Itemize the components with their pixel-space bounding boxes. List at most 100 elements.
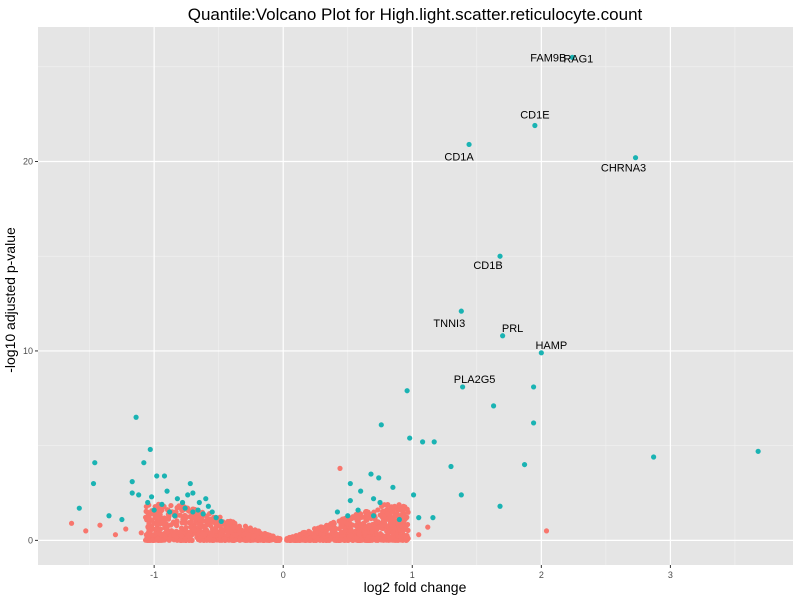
not-significant-point [164, 529, 170, 535]
not-significant-point [405, 535, 411, 542]
not-significant-point [178, 525, 185, 531]
not-significant-point [151, 520, 157, 526]
significant-point [376, 475, 382, 481]
significant-point [106, 513, 112, 519]
not-significant-point [112, 532, 119, 538]
significant-point [200, 511, 206, 517]
significant-point [154, 473, 160, 479]
not-significant-point [178, 533, 185, 539]
not-significant-point [232, 537, 238, 543]
x-tick-label: -1 [150, 570, 158, 580]
not-significant-point [168, 522, 174, 528]
significant-point [530, 420, 537, 426]
gene-label: RAG1 [563, 53, 593, 65]
not-significant-point [191, 515, 197, 521]
not-significant-point [171, 532, 177, 539]
not-significant-point [232, 532, 238, 538]
significant-point [431, 439, 437, 445]
not-significant-point [327, 536, 333, 543]
not-significant-point [356, 531, 362, 537]
not-significant-point [425, 524, 431, 530]
significant-point [347, 480, 353, 487]
significant-point [347, 497, 353, 504]
not-significant-point [180, 516, 186, 522]
not-significant-point [358, 537, 364, 543]
labeled-point [458, 308, 464, 314]
not-significant-point [255, 534, 261, 541]
significant-point [490, 403, 497, 409]
not-significant-point [338, 518, 344, 524]
not-significant-point [331, 537, 338, 543]
not-significant-point [242, 523, 249, 529]
not-significant-point [362, 530, 368, 536]
not-significant-point [350, 515, 356, 521]
not-significant-point [362, 525, 368, 531]
chart-title: Quantile:Volcano Plot for High.light.sca… [188, 5, 643, 24]
significant-point [145, 499, 151, 506]
y-tick-label: 20 [23, 157, 33, 167]
not-significant-point [375, 507, 381, 513]
labeled-point [632, 155, 639, 161]
significant-point [218, 518, 224, 525]
not-significant-point [145, 536, 151, 543]
y-tick-label: 10 [23, 346, 33, 356]
significant-point [129, 479, 135, 485]
not-significant-point [355, 525, 361, 531]
not-significant-point [190, 526, 197, 533]
not-significant-point [220, 526, 226, 533]
not-significant-point [348, 528, 354, 534]
significant-point [92, 460, 98, 466]
not-significant-point [83, 528, 89, 534]
not-significant-point [354, 535, 360, 541]
significant-point [182, 505, 188, 511]
not-significant-point [543, 528, 550, 534]
not-significant-point [123, 526, 129, 532]
significant-point [345, 513, 351, 519]
significant-point [90, 480, 97, 487]
significant-point [174, 496, 180, 502]
not-significant-point [211, 537, 217, 543]
not-significant-point [203, 522, 209, 529]
not-significant-point [164, 524, 170, 530]
not-significant-point [398, 523, 404, 529]
not-significant-point [338, 537, 344, 543]
labeled-point [532, 122, 538, 129]
not-significant-point [196, 512, 202, 518]
not-significant-point [224, 529, 230, 535]
not-significant-point [199, 531, 206, 537]
not-significant-point [337, 465, 343, 471]
significant-point [378, 422, 384, 428]
not-significant-point [404, 506, 410, 512]
not-significant-point [187, 530, 193, 536]
not-significant-point [97, 522, 103, 528]
y-tick-label: 0 [28, 535, 33, 545]
not-significant-point [364, 537, 370, 543]
not-significant-point [348, 532, 354, 538]
not-significant-point [374, 531, 380, 537]
not-significant-point [234, 525, 241, 531]
significant-point [76, 505, 82, 511]
significant-point [133, 414, 139, 420]
significant-point [755, 448, 761, 454]
not-significant-point [196, 530, 202, 537]
significant-point [416, 515, 422, 521]
not-significant-point [374, 535, 380, 541]
minor-gridlines [38, 27, 793, 565]
not-significant-point [380, 513, 387, 519]
not-significant-point [208, 523, 214, 529]
not-significant-point [177, 537, 183, 543]
significant-point [141, 460, 147, 466]
not-significant-point [318, 536, 324, 543]
not-significant-point [401, 513, 407, 519]
significant-point [148, 494, 155, 500]
major-gridlines [38, 27, 793, 565]
not-significant-point [358, 521, 364, 528]
significant-point [147, 446, 153, 453]
significant-point [164, 488, 170, 494]
x-tick-label: 1 [410, 570, 415, 580]
not-significant-point [311, 534, 317, 540]
gene-label: TNNI3 [433, 318, 465, 330]
not-significant-point [403, 526, 409, 532]
not-significant-point [329, 528, 336, 534]
